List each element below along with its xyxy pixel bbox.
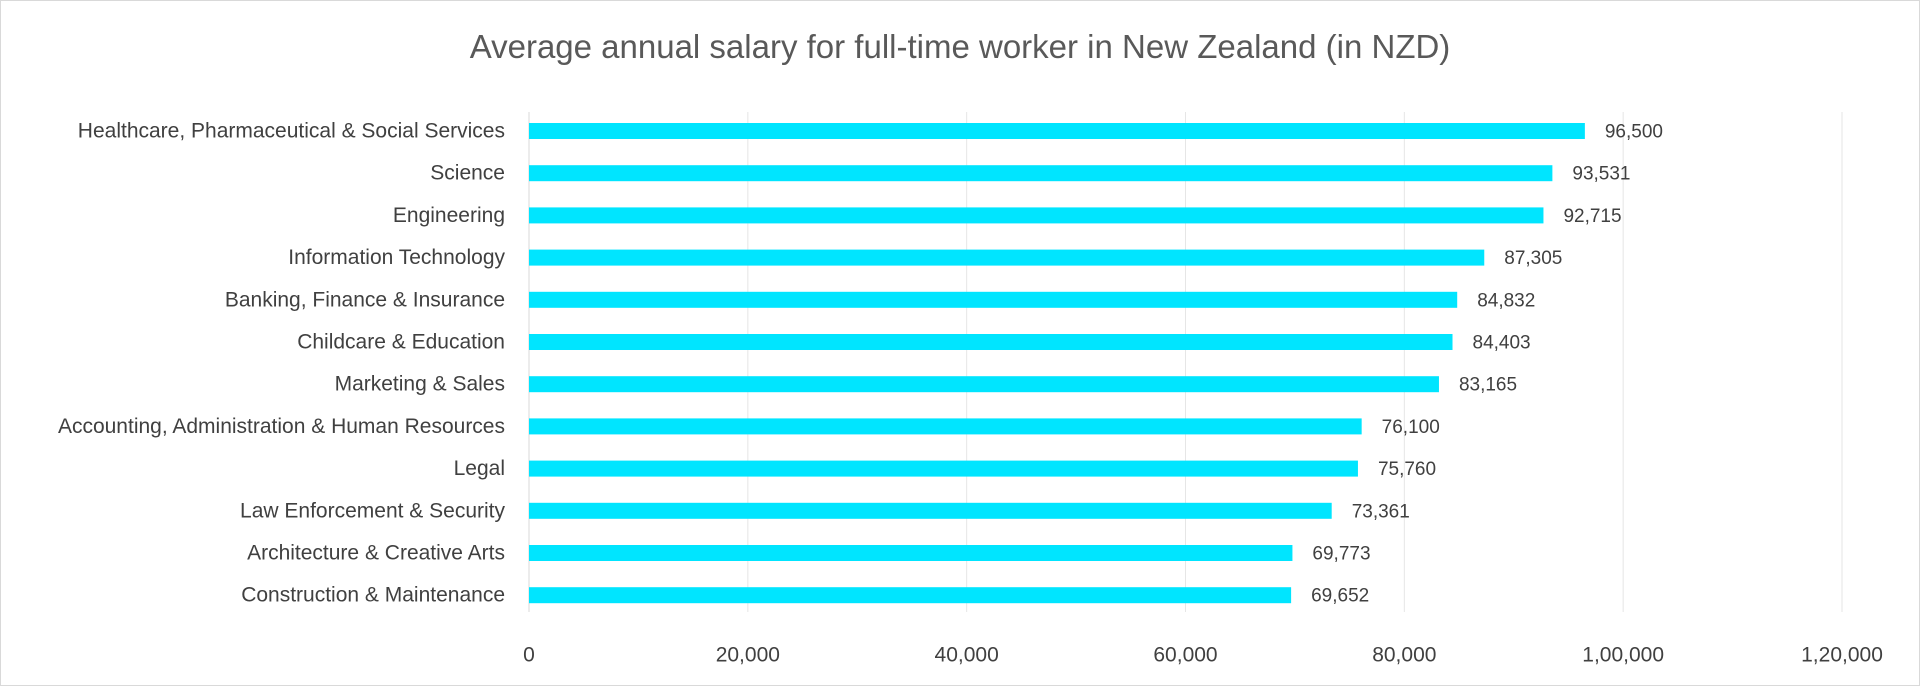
category-label: Architecture & Creative Arts (247, 542, 505, 565)
bar (529, 587, 1292, 604)
data-label: 92,715 (1563, 206, 1621, 227)
category-label: Childcare & Education (297, 331, 505, 354)
x-tick-label: 1,00,000 (1582, 644, 1664, 667)
bar (529, 207, 1544, 224)
data-label: 69,652 (1311, 586, 1369, 607)
data-label: 73,361 (1352, 501, 1410, 522)
data-label: 84,832 (1477, 290, 1535, 311)
x-tick-label: 0 (523, 644, 535, 667)
category-label: Science (430, 162, 505, 185)
data-label: 84,403 (1473, 333, 1531, 354)
data-label: 75,760 (1378, 459, 1436, 480)
bar (529, 165, 1553, 182)
bar (529, 502, 1332, 519)
x-tick-label: 60,000 (1153, 644, 1217, 667)
bar (529, 123, 1585, 139)
bar (529, 334, 1453, 350)
category-label: Marketing & Sales (335, 373, 505, 396)
data-label: 83,165 (1459, 375, 1517, 396)
data-label: 93,531 (1572, 164, 1630, 185)
bar (529, 545, 1293, 561)
category-label: Law Enforcement & Security (240, 499, 505, 522)
category-label: Healthcare, Pharmaceutical & Social Serv… (78, 120, 505, 143)
category-label: Construction & Maintenance (241, 584, 505, 607)
bar (529, 291, 1458, 308)
chart-title: Average annual salary for full-time work… (469, 28, 1451, 65)
x-tick-label: 40,000 (935, 644, 999, 667)
data-label: 76,100 (1382, 417, 1440, 438)
bar (529, 460, 1358, 477)
x-tick-label: 80,000 (1372, 644, 1436, 667)
bar (529, 249, 1485, 266)
category-label: Legal (454, 457, 505, 480)
data-label: 96,500 (1605, 122, 1663, 143)
x-tick-label: 1,20,000 (1801, 644, 1883, 667)
data-label: 69,773 (1312, 544, 1370, 565)
category-label: Information Technology (288, 246, 505, 269)
category-label: Accounting, Administration & Human Resou… (58, 415, 505, 438)
bar (529, 376, 1439, 393)
category-label: Banking, Finance & Insurance (225, 288, 505, 311)
data-label: 87,305 (1504, 248, 1562, 269)
x-tick-label: 20,000 (716, 644, 780, 667)
bar (529, 418, 1362, 435)
category-label: Engineering (393, 204, 505, 227)
